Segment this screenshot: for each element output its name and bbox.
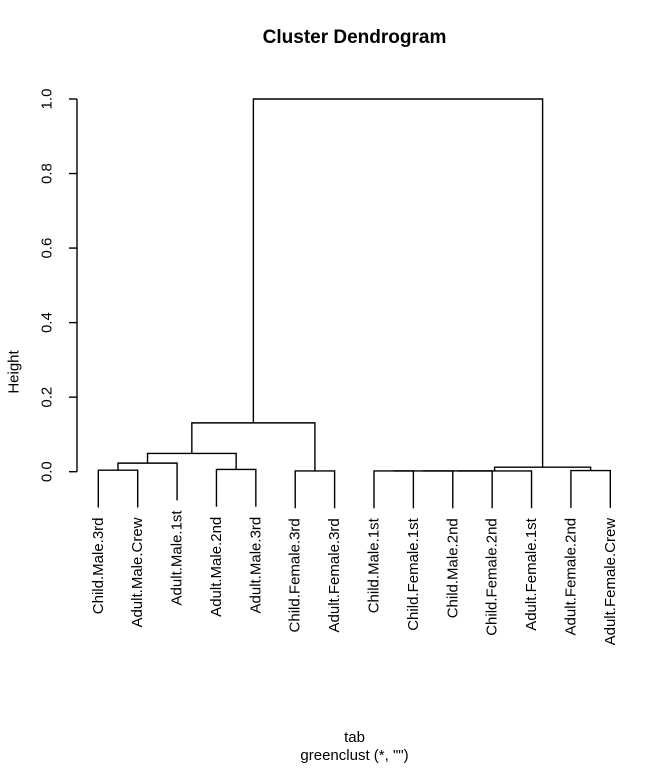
leaf-label: Child.Male.1st: [365, 517, 382, 613]
merge-segment: [570, 469, 612, 508]
y-axis-tick-label: 0.2: [39, 387, 56, 408]
leaf-label: Child.Female.3rd: [287, 518, 304, 632]
leaf-label: Child.Female.1st: [405, 517, 422, 630]
y-axis-tick-label: 0.0: [39, 461, 56, 482]
y-axis-title: Height: [6, 349, 23, 393]
y-axis-tick-label: 1.0: [39, 89, 56, 110]
xlab-line1: tab: [344, 729, 365, 746]
merge-segment: [215, 468, 257, 507]
merge-segment: [423, 470, 493, 509]
leaf-label: Adult.Male.2nd: [208, 517, 225, 617]
leaf-label: Child.Female.2nd: [484, 518, 501, 636]
xlab-line2: greenclust (*, ""): [300, 747, 409, 764]
merge-segment: [493, 466, 592, 471]
leaf-label: Child.Male.3rd: [90, 517, 107, 614]
chart-title: Cluster Dendrogram: [262, 27, 447, 48]
leaf-label: Adult.Female.Crew: [602, 518, 619, 646]
leaf-label: Child.Male.2nd: [444, 518, 461, 618]
merge-segment: [191, 422, 316, 471]
merge-segment: [373, 470, 415, 509]
y-axis-tick-label: 0.6: [39, 238, 56, 259]
merge-segment: [294, 470, 336, 509]
leaf-label: Adult.Female.3rd: [326, 518, 343, 632]
merge-segment: [252, 98, 544, 468]
leaf-label: Adult.Male.Crew: [129, 517, 146, 627]
merge-segment: [97, 469, 139, 508]
y-axis-tick-label: 0.8: [39, 163, 56, 184]
merge-segment: [393, 470, 454, 509]
leaf-label: Adult.Male.1st: [169, 510, 186, 606]
leaf-label: Adult.Female.2nd: [562, 518, 579, 636]
merge-segment: [117, 462, 178, 501]
merge-segment: [457, 470, 533, 509]
leaf-label: Adult.Male.3rd: [247, 517, 264, 614]
x-axis-label: tab greenclust (*, ""): [37, 729, 672, 765]
y-axis-tick-label: 0.4: [39, 312, 56, 333]
merge-segment: [146, 452, 237, 470]
leaf-label: Adult.Female.1st: [523, 517, 540, 630]
